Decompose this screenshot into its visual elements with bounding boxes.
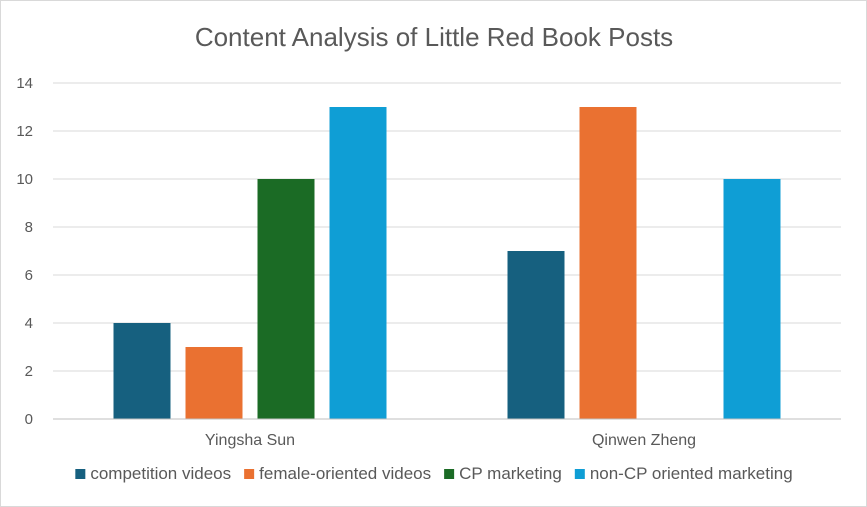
legend: competition videos female-oriented videos… [75,464,793,483]
y-tick-label: 4 [25,315,33,332]
bar [257,179,315,419]
legend-swatch [244,469,255,479]
category-labels: Yingsha Sun Qinwen Zheng [205,432,696,449]
y-tick-label: 12 [16,123,33,140]
legend-label: female-oriented videos [259,464,431,483]
chart-title: Content Analysis of Little Red Book Post… [195,22,673,52]
bar [507,251,565,419]
bar [185,347,243,419]
y-tick-label: 10 [16,171,33,188]
y-axis-ticks: 0 2 4 6 8 10 12 14 [16,75,33,428]
y-tick-label: 6 [25,267,33,284]
bar [113,323,171,419]
x-category-label: Yingsha Sun [205,432,295,449]
bar [723,179,781,419]
bar [579,107,637,419]
y-tick-label: 2 [25,363,33,380]
gridlines [53,82,841,372]
y-tick-label: 8 [25,219,33,236]
legend-swatch [574,469,585,479]
y-tick-label: 0 [25,411,33,428]
y-tick-label: 14 [16,75,33,92]
bars [113,107,781,419]
legend-swatch [75,469,86,479]
legend-label: non-CP oriented marketing [590,464,793,483]
legend-swatch [444,469,455,479]
x-category-label: Qinwen Zheng [592,432,696,449]
legend-label: CP marketing [459,464,562,483]
bar [329,107,387,419]
legend-label: competition videos [90,464,231,483]
